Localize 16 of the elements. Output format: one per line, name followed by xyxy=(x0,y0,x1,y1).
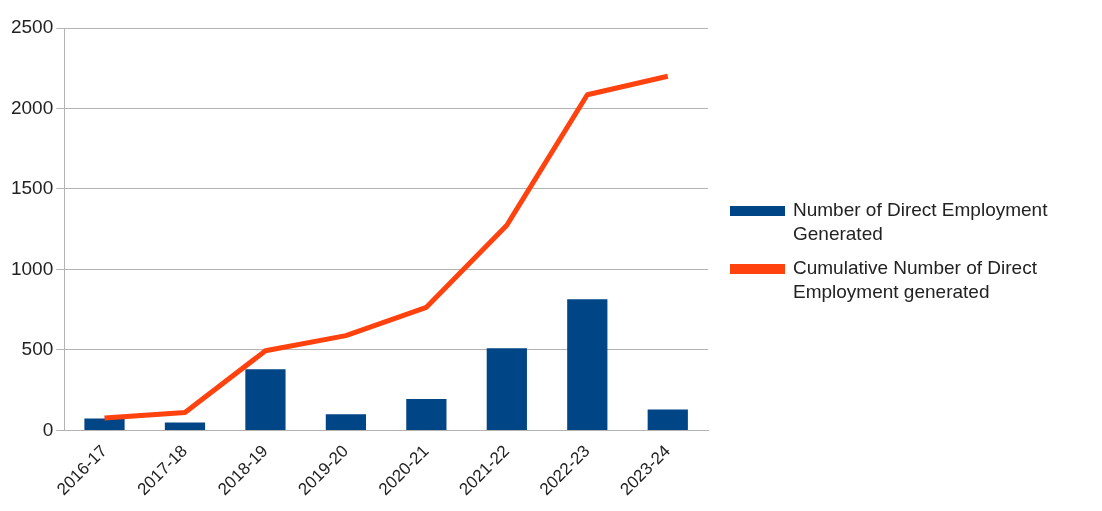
y-tick-label: 0 xyxy=(42,418,54,440)
bar xyxy=(245,369,286,430)
bar xyxy=(406,399,447,430)
bar xyxy=(486,348,527,430)
bar xyxy=(164,422,206,430)
bar xyxy=(325,414,367,430)
y-tick-label: 1500 xyxy=(10,177,54,199)
y-tick-label: 500 xyxy=(21,338,54,360)
legend-label: Cumulative Number of Direct Employment generated xyxy=(793,255,1038,304)
legend-label: Number of Direct Employment Generated xyxy=(793,197,1049,246)
bar xyxy=(84,418,125,430)
bar xyxy=(567,299,608,430)
bar xyxy=(647,409,688,430)
y-tick-label: 2500 xyxy=(10,16,54,38)
y-tick-label: 2000 xyxy=(10,96,54,118)
y-tick-label: 1000 xyxy=(10,257,54,279)
